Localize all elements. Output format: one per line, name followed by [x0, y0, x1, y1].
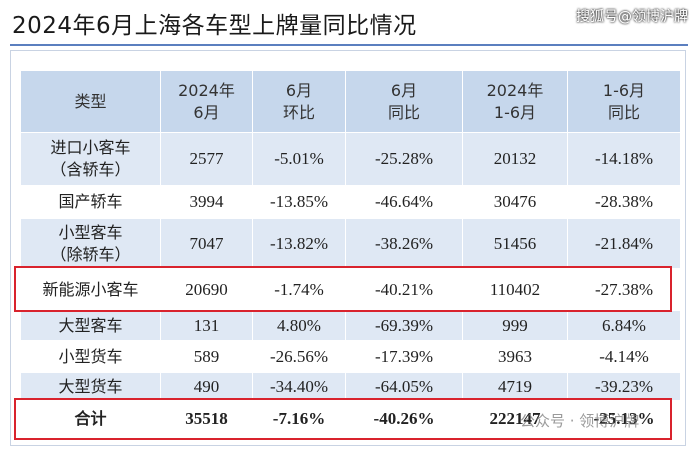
cell-line: 环比	[282, 102, 315, 122]
header-cell: 类型	[20, 70, 161, 133]
table-cell: -40.26%	[345, 400, 463, 438]
table-cell: -38.26%	[345, 218, 463, 269]
table-cell: 7047	[160, 218, 253, 269]
highlight-box	[14, 398, 672, 440]
table-cell: -14.18%	[567, 132, 681, 186]
table-cell: 51456	[462, 218, 568, 269]
cell-line: 新能源小客车	[42, 279, 139, 299]
table: 类型 2024年 6月 6月 环比 6月 同比 2024年 1-6月 1-6月 同比 进口小客车 （含轿…	[20, 70, 681, 438]
table-row: 小型客车 （除轿车） 7047 -13.82% -38.26% 51456 -21.84%	[20, 218, 681, 269]
table-cell: -25.13%	[567, 400, 681, 438]
cell-line: （除轿车）	[50, 244, 131, 264]
table-cell: -5.01%	[252, 132, 346, 186]
title: 2024年6月上海各车型上牌量同比情况	[12, 13, 417, 39]
cell-line: 小型客车	[58, 222, 123, 242]
table-cell: -26.56%	[252, 340, 346, 373]
cell-line: 2024年	[486, 80, 544, 100]
cell-line: （含轿车）	[50, 160, 131, 179]
table-cell: -64.05%	[345, 372, 463, 401]
table-cell: -13.85%	[252, 185, 346, 219]
table-row: 大型客车 131 4.80% -69.39% 999 6.84%	[20, 310, 681, 341]
cell-line: 大型货车	[58, 376, 123, 396]
cell-line: 2024年	[178, 80, 235, 100]
table-cell: 小型客车 （除轿车）	[20, 218, 161, 269]
cell-line: 合计	[74, 409, 107, 428]
highlight-box	[14, 266, 672, 312]
table-row: 小型货车 589 -26.56% -17.39% 3963 -4.14%	[20, 340, 681, 373]
table-cell: 大型客车	[20, 310, 161, 341]
table-row: 国产轿车 3994 -13.85% -46.64% 30476 -28.38%	[20, 185, 681, 219]
table-cell: 4719	[462, 372, 568, 401]
cell-line: 大型客车	[58, 315, 123, 335]
table-cell: -21.84%	[567, 218, 681, 269]
table-cell: -7.16%	[252, 400, 346, 438]
table-cell: 3963	[462, 340, 568, 373]
table-cell: 30476	[462, 185, 568, 219]
table-cell: 2577	[160, 132, 253, 186]
table-cell: 大型货车	[20, 372, 161, 401]
cell-line: 同比	[387, 102, 420, 122]
watermark: 搜狐号@领博沪牌	[576, 9, 688, 25]
table-cell: -28.38%	[567, 185, 681, 219]
table-cell: 110402	[462, 268, 568, 311]
header-cell: 2024年 1-6月	[462, 70, 568, 133]
watermark: 公众号 · 领博沪牌	[520, 412, 640, 430]
cell-line: 6月	[285, 80, 313, 100]
table-cell: 589	[160, 340, 253, 373]
table-row: 大型货车 490 -34.40% -64.05% 4719 -39.23%	[20, 372, 681, 401]
header-cell: 6月 同比	[345, 70, 463, 133]
table-cell: -17.39%	[345, 340, 463, 373]
table-cell: 合计	[20, 400, 161, 438]
title-rule	[10, 44, 688, 46]
table-cell: 490	[160, 372, 253, 401]
cell-line: 国产轿车	[58, 192, 123, 211]
cell-line: 6月	[390, 80, 418, 100]
cell-line: 1-6月	[493, 102, 537, 122]
cell-line: 6月	[193, 102, 220, 122]
cell-line: 类型	[74, 91, 107, 111]
table-cell: -13.82%	[252, 218, 346, 269]
table-cell: -40.21%	[345, 268, 463, 311]
header-row: 类型 2024年 6月 6月 环比 6月 同比 2024年 1-6月 1-6月 同比	[20, 70, 681, 133]
table-cell: 20132	[462, 132, 568, 186]
cell-line: 1-6月	[602, 80, 646, 100]
table-row: 合计 35518 -7.16% -40.26% 222147 -25.13%	[20, 400, 681, 438]
table-row: 新能源小客车 20690 -1.74% -40.21% 110402 -27.38%	[20, 268, 681, 311]
table-cell: 进口小客车 （含轿车）	[20, 132, 161, 186]
cell-line: 小型货车	[58, 346, 123, 366]
table-cell: 131	[160, 310, 253, 341]
table-cell: -46.64%	[345, 185, 463, 219]
frame	[10, 50, 686, 446]
header-cell: 6月 环比	[252, 70, 346, 133]
header-cell: 1-6月 同比	[567, 70, 681, 133]
table-cell: -27.38%	[567, 268, 681, 311]
table-cell: 6.84%	[567, 310, 681, 341]
table-cell: 999	[462, 310, 568, 341]
table-cell: 国产轿车	[20, 185, 161, 219]
table-cell: 3994	[160, 185, 253, 219]
table-cell: 35518	[160, 400, 253, 438]
table-cell: -39.23%	[567, 372, 681, 401]
table-row: 进口小客车 （含轿车） 2577 -5.01% -25.28% 20132 -14.18%	[20, 132, 681, 186]
table-cell: -34.40%	[252, 372, 346, 401]
table-cell: 4.80%	[252, 310, 346, 341]
cell-line: 同比	[607, 102, 640, 122]
header-cell: 2024年 6月	[160, 70, 253, 133]
table-cell: -4.14%	[567, 340, 681, 373]
table-cell: -25.28%	[345, 132, 463, 186]
table-cell: 小型货车	[20, 340, 161, 373]
table-cell: -69.39%	[345, 310, 463, 341]
cell-line: 进口小客车	[50, 138, 131, 157]
